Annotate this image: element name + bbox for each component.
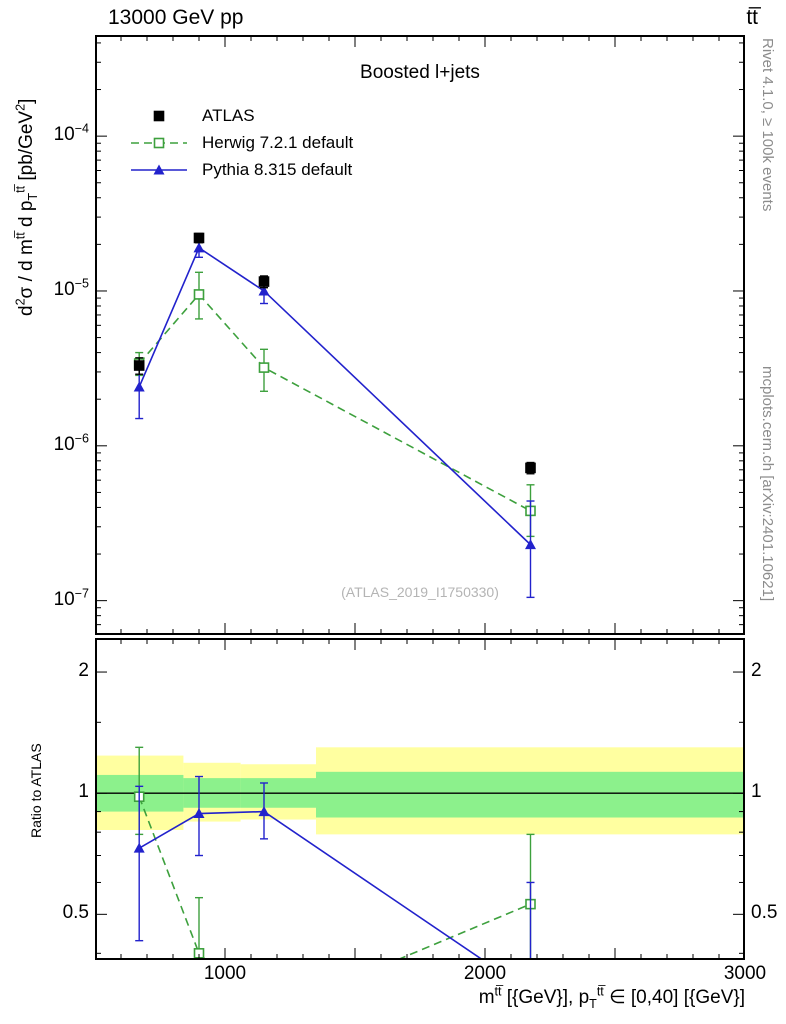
- marker: [258, 362, 270, 373]
- analysis-id-watermark: (ATLAS_2019_I1750330): [341, 584, 499, 600]
- x-tick-label: 1000: [203, 963, 247, 984]
- legend-marker-pythia-8-315-default: [131, 164, 187, 174]
- marker: [153, 110, 165, 121]
- marker: [153, 137, 165, 148]
- beam-energy-label: 13000 GeV pp: [108, 6, 244, 29]
- ratio-y-tick-label: 2: [78, 660, 89, 682]
- legend-marker-herwig-7-2-1-default: [131, 137, 187, 148]
- marker: [193, 232, 205, 244]
- legend-item-herwig-7-2-1-default: Herwig 7.2.1 default: [128, 129, 353, 156]
- ratio-y-tick-label: 1: [751, 781, 762, 803]
- mcplots-credit-label: mcplots.cern.ch [arXiv:2401.10621]: [759, 366, 776, 602]
- legend-item-atlas: ATLAS: [128, 102, 353, 129]
- main-plot-canvas: [95, 35, 745, 635]
- ratio-frame: [95, 638, 745, 960]
- marker: [193, 242, 205, 253]
- herwig-7-2-1-default-series: [133, 271, 536, 538]
- marker: [133, 360, 145, 371]
- marker: [133, 381, 145, 392]
- marker: [193, 289, 205, 300]
- main-y-tick-label: 10−6: [53, 431, 89, 455]
- marker: [133, 842, 145, 853]
- legend-label: Herwig 7.2.1 default: [202, 132, 354, 152]
- main-y-tick-label: 10−5: [53, 276, 89, 300]
- legend: ATLAS Herwig 7.2.1 default Pythia 8.315 de…: [128, 102, 353, 183]
- rivet-version-label: Rivet 4.1.0, ≥ 100k events: [759, 38, 776, 212]
- main-y-tick-label: 10−4: [53, 121, 89, 146]
- marker: [258, 806, 270, 817]
- x-tick-label: 3000: [723, 963, 767, 984]
- atlas-series: [133, 232, 536, 475]
- marker: [525, 539, 536, 550]
- marker: [193, 808, 205, 819]
- ratio-y-tick-label: 1: [78, 781, 89, 803]
- process-label: tt̅: [746, 6, 758, 29]
- legend-item-pythia-8-315-default: Pythia 8.315 default: [128, 156, 353, 183]
- marker: [525, 462, 536, 474]
- x-axis-label: mtt̅ [{GeV}], pTtt̅ ∈ [0,40] [{GeV}]: [478, 984, 745, 1011]
- marker: [258, 276, 270, 287]
- pythia-8-315-default-ratio: [133, 775, 535, 960]
- marker: [153, 164, 165, 174]
- ratio-bands: [95, 747, 745, 835]
- ratio-y-tick-label: 0.5: [62, 902, 89, 924]
- legend-label: ATLAS: [202, 105, 255, 125]
- x-tick-label: 2000: [463, 963, 507, 984]
- legend-marker-atlas: [153, 110, 165, 121]
- marker: [258, 285, 270, 296]
- ratio-plot-canvas: [95, 638, 745, 960]
- ratio-y-tick-label: 2: [751, 660, 762, 682]
- legend-label: Pythia 8.315 default: [202, 159, 353, 179]
- ratio-series: [133, 746, 536, 960]
- ratio-y-tick-label: 0.5: [751, 902, 778, 924]
- main-frame: [95, 35, 745, 635]
- plot-title: Boosted l+jets: [360, 62, 480, 83]
- main-y-tick-label: 10−7: [53, 586, 89, 610]
